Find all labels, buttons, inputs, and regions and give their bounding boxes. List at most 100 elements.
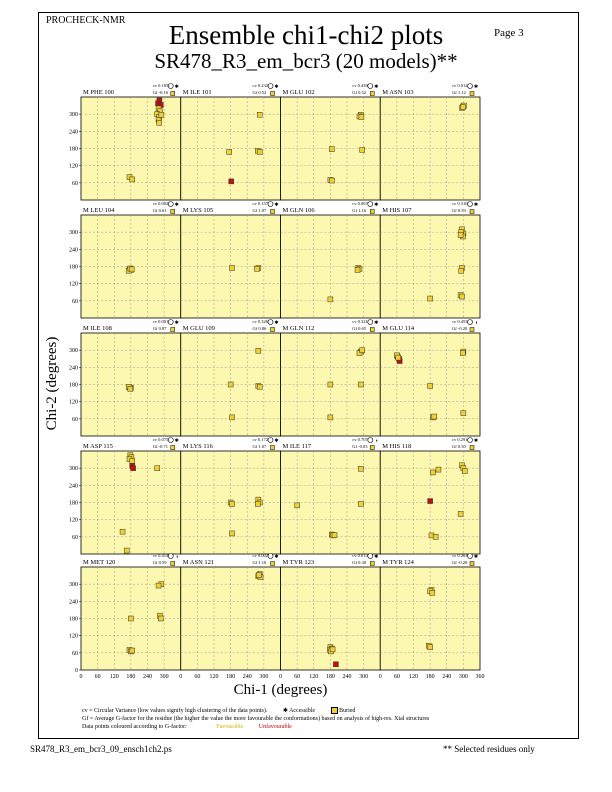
panel-label: M HIS 107 bbox=[382, 207, 412, 214]
panel-cv-value: cv 0.157 bbox=[253, 201, 269, 206]
panel-gf-value: Gf 0.87 bbox=[153, 326, 167, 331]
favourable-label: Favourable bbox=[216, 724, 244, 730]
panel-label: M MET 120 bbox=[83, 559, 115, 566]
data-point bbox=[331, 532, 338, 538]
y-tick-label: 240 bbox=[69, 483, 78, 489]
panel-gf-value: Gf 0.86 bbox=[253, 326, 267, 331]
y-tick-label: 60 bbox=[72, 535, 78, 541]
gf-marker-icon bbox=[469, 209, 475, 214]
accessible-icon: ✱ bbox=[474, 554, 478, 560]
panel-cv-value: cv 0.321 bbox=[352, 319, 368, 324]
unfavourable-label: Unfavourable bbox=[258, 724, 292, 730]
data-point bbox=[158, 111, 165, 118]
panel-label: M GLU 102 bbox=[283, 89, 315, 96]
gf-marker-icon bbox=[370, 91, 375, 96]
panel-gf-value: Gf 1.16 bbox=[352, 208, 366, 213]
panel-cv-value: cv 0.002 bbox=[153, 201, 169, 206]
data-point bbox=[129, 647, 136, 654]
y-tick-label: 300 bbox=[69, 582, 78, 588]
data-point bbox=[129, 458, 136, 464]
data-point bbox=[119, 528, 126, 535]
y-tick-label: 180 bbox=[69, 617, 78, 623]
data-point bbox=[333, 661, 339, 668]
data-point bbox=[256, 149, 263, 155]
panel-label: M ILE 108 bbox=[83, 325, 112, 332]
data-point bbox=[427, 295, 433, 302]
panel-gf-value: Gf 0.52 bbox=[253, 90, 267, 95]
y-tick-label: 180 bbox=[69, 265, 78, 271]
data-point bbox=[457, 511, 464, 517]
x-axis-label: Chi-1 (degrees) bbox=[234, 682, 328, 698]
x-tick-label: 240 bbox=[143, 674, 152, 680]
panel-cv-value: cv 0.015 bbox=[352, 553, 368, 558]
data-point bbox=[358, 381, 364, 388]
panel-cv-value: cv 0.707 bbox=[352, 437, 368, 442]
cv-footnote: cv = Circular Variance (low values signi… bbox=[82, 707, 355, 715]
x-tick-label: 300 bbox=[359, 674, 368, 680]
accessible-icon: ✱ bbox=[374, 554, 378, 560]
panel-m-leu-104 bbox=[80, 214, 182, 319]
buried-icon: ◑ bbox=[375, 439, 378, 444]
clock-icon bbox=[467, 319, 473, 325]
y-tick-label: 120 bbox=[69, 518, 78, 524]
clock-icon bbox=[167, 553, 174, 559]
x-tick-label: 60 bbox=[95, 674, 101, 680]
accessible-icon: ✱ bbox=[175, 84, 179, 90]
panel-label: M LYS 116 bbox=[183, 443, 214, 450]
panel-m-his-118 bbox=[379, 450, 481, 555]
panel-cv-value: cv 0.453 bbox=[452, 319, 468, 324]
accessible-icon: ✱ bbox=[274, 202, 278, 208]
y-tick-label: 60 bbox=[72, 417, 78, 423]
data-point bbox=[127, 386, 134, 392]
program-name: PROCHECK-NMR bbox=[46, 15, 126, 26]
data-point bbox=[155, 582, 162, 589]
x-tick-label: 300 bbox=[259, 674, 268, 680]
x-tick-label: 60 bbox=[394, 674, 400, 680]
panel-m-glu-102 bbox=[280, 96, 381, 201]
footer-selected-note: ** Selected residues only bbox=[443, 744, 535, 754]
accessible-icon: ✱ bbox=[374, 202, 378, 208]
panel-cv-value: cv 0.183 bbox=[153, 83, 169, 88]
accessible-icon: ✱ bbox=[175, 202, 179, 208]
panel-m-gln-106 bbox=[280, 214, 381, 319]
data-point bbox=[229, 265, 235, 271]
data-point bbox=[427, 644, 433, 650]
x-tick-label: 120 bbox=[110, 674, 119, 680]
page-title: Ensemble chi1-chi2 plots bbox=[168, 20, 444, 50]
x-tick-label: 300 bbox=[160, 674, 169, 680]
colour-footnote: Data points coloured according to G-fact… bbox=[82, 724, 292, 730]
gf-marker-icon bbox=[370, 561, 375, 566]
panel-m-met-120 bbox=[80, 566, 182, 671]
clock-icon bbox=[267, 553, 274, 559]
accessible-icon: ✱ bbox=[274, 554, 278, 560]
panel-label: M ASP 115 bbox=[83, 443, 113, 450]
x-tick-label: 180 bbox=[426, 674, 435, 680]
data-point bbox=[327, 296, 334, 303]
y-axis-label: Chi-2 (degrees) bbox=[44, 337, 60, 431]
gf-marker-icon bbox=[469, 445, 475, 450]
gf-marker-icon bbox=[370, 327, 375, 332]
accessible-label: Accessible bbox=[289, 708, 316, 714]
panel-gf-value: Gf 0.50 bbox=[452, 444, 466, 449]
data-point bbox=[432, 534, 439, 540]
clock-icon bbox=[467, 553, 473, 559]
y-tick-label: 300 bbox=[69, 112, 78, 118]
data-point bbox=[458, 268, 464, 274]
y-tick-label: 60 bbox=[72, 651, 78, 657]
panel-m-lys-105 bbox=[180, 214, 281, 319]
panel-cv-value: cv 0.075 bbox=[153, 437, 169, 442]
data-point bbox=[254, 266, 260, 272]
page-frame bbox=[38, 12, 579, 739]
panel-m-ile-117 bbox=[280, 450, 381, 555]
panel-cv-value: cv 0.172 bbox=[253, 437, 269, 442]
x-tick-label: 120 bbox=[210, 674, 219, 680]
data-point bbox=[228, 178, 234, 185]
data-point bbox=[430, 469, 436, 476]
clock-icon bbox=[267, 201, 274, 207]
x-tick-label: 300 bbox=[459, 674, 468, 680]
panel-cv-value: cv 0.291 bbox=[452, 437, 468, 442]
y-tick-label: 180 bbox=[69, 383, 78, 389]
footer-filename: SR478_R3_em_bcr3_09_ensch1ch2.ps bbox=[30, 744, 172, 754]
panel-label: M ILE 117 bbox=[283, 443, 312, 450]
